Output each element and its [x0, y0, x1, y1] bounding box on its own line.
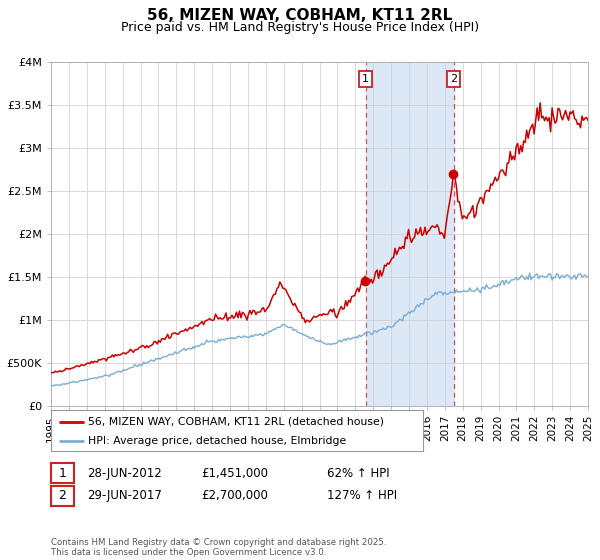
Text: 1: 1 [58, 466, 67, 480]
Text: 1: 1 [362, 74, 369, 84]
Text: 29-JUN-2017: 29-JUN-2017 [87, 489, 162, 502]
Text: Contains HM Land Registry data © Crown copyright and database right 2025.
This d: Contains HM Land Registry data © Crown c… [51, 538, 386, 557]
Text: 2: 2 [450, 74, 457, 84]
Text: 56, MIZEN WAY, COBHAM, KT11 2RL (detached house): 56, MIZEN WAY, COBHAM, KT11 2RL (detache… [88, 417, 384, 427]
Text: £2,700,000: £2,700,000 [201, 489, 268, 502]
Text: Price paid vs. HM Land Registry's House Price Index (HPI): Price paid vs. HM Land Registry's House … [121, 21, 479, 34]
Text: 62% ↑ HPI: 62% ↑ HPI [327, 466, 389, 480]
Text: HPI: Average price, detached house, Elmbridge: HPI: Average price, detached house, Elmb… [88, 436, 346, 446]
Text: 127% ↑ HPI: 127% ↑ HPI [327, 489, 397, 502]
Text: 2: 2 [58, 489, 67, 502]
Text: 56, MIZEN WAY, COBHAM, KT11 2RL: 56, MIZEN WAY, COBHAM, KT11 2RL [148, 8, 452, 24]
Text: £1,451,000: £1,451,000 [201, 466, 268, 480]
Bar [365, 62, 454, 406]
Text: 28-JUN-2012: 28-JUN-2012 [87, 466, 162, 480]
